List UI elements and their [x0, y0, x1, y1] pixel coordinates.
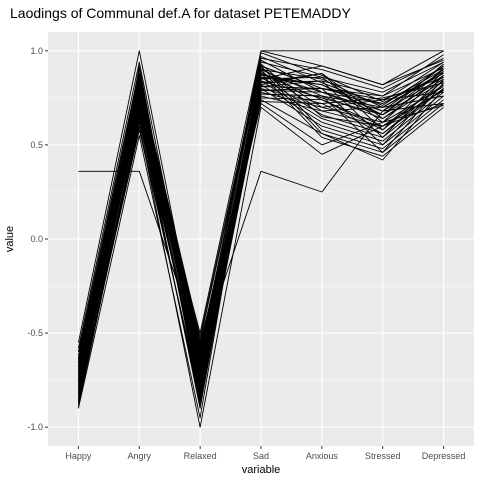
x-axis: Happy Angry Relaxed Sad Anxious Stressed Depre… — [65, 446, 465, 461]
y-axis-label: value — [4, 226, 16, 252]
series-line — [77, 88, 444, 379]
x-tick-label: Anxious — [306, 451, 339, 461]
series-lines — [77, 50, 444, 428]
y-axis: -1.0 -0.5 0.0 0.5 1.0 — [27, 46, 48, 432]
series-line — [77, 56, 444, 364]
y-tick-label: 0.5 — [30, 140, 43, 150]
major-grid — [48, 32, 474, 446]
x-tick-label: Stressed — [365, 451, 401, 461]
y-tick-label: -0.5 — [27, 328, 43, 338]
x-tick-label: Depressed — [422, 451, 466, 461]
series-line — [77, 103, 444, 386]
chart-title: Laodings of Communal def.A for dataset P… — [10, 5, 351, 21]
series-line — [77, 50, 444, 394]
series-line — [77, 91, 444, 364]
x-tick-label: Happy — [65, 451, 92, 461]
series-line — [77, 59, 444, 370]
y-tick-label: 0.0 — [30, 234, 43, 244]
y-tick-label: 1.0 — [30, 46, 43, 56]
series-line — [77, 103, 444, 428]
series-line — [77, 71, 444, 400]
series-line — [77, 82, 444, 400]
series-line — [78, 54, 444, 349]
series-line — [77, 78, 444, 396]
x-axis-label: variable — [242, 464, 281, 476]
y-tick-label: -1.0 — [27, 422, 43, 432]
x-tick-label: Angry — [128, 451, 152, 461]
x-tick-label: Sad — [253, 451, 269, 461]
series-line — [77, 71, 444, 389]
x-tick-label: Relaxed — [184, 451, 217, 461]
